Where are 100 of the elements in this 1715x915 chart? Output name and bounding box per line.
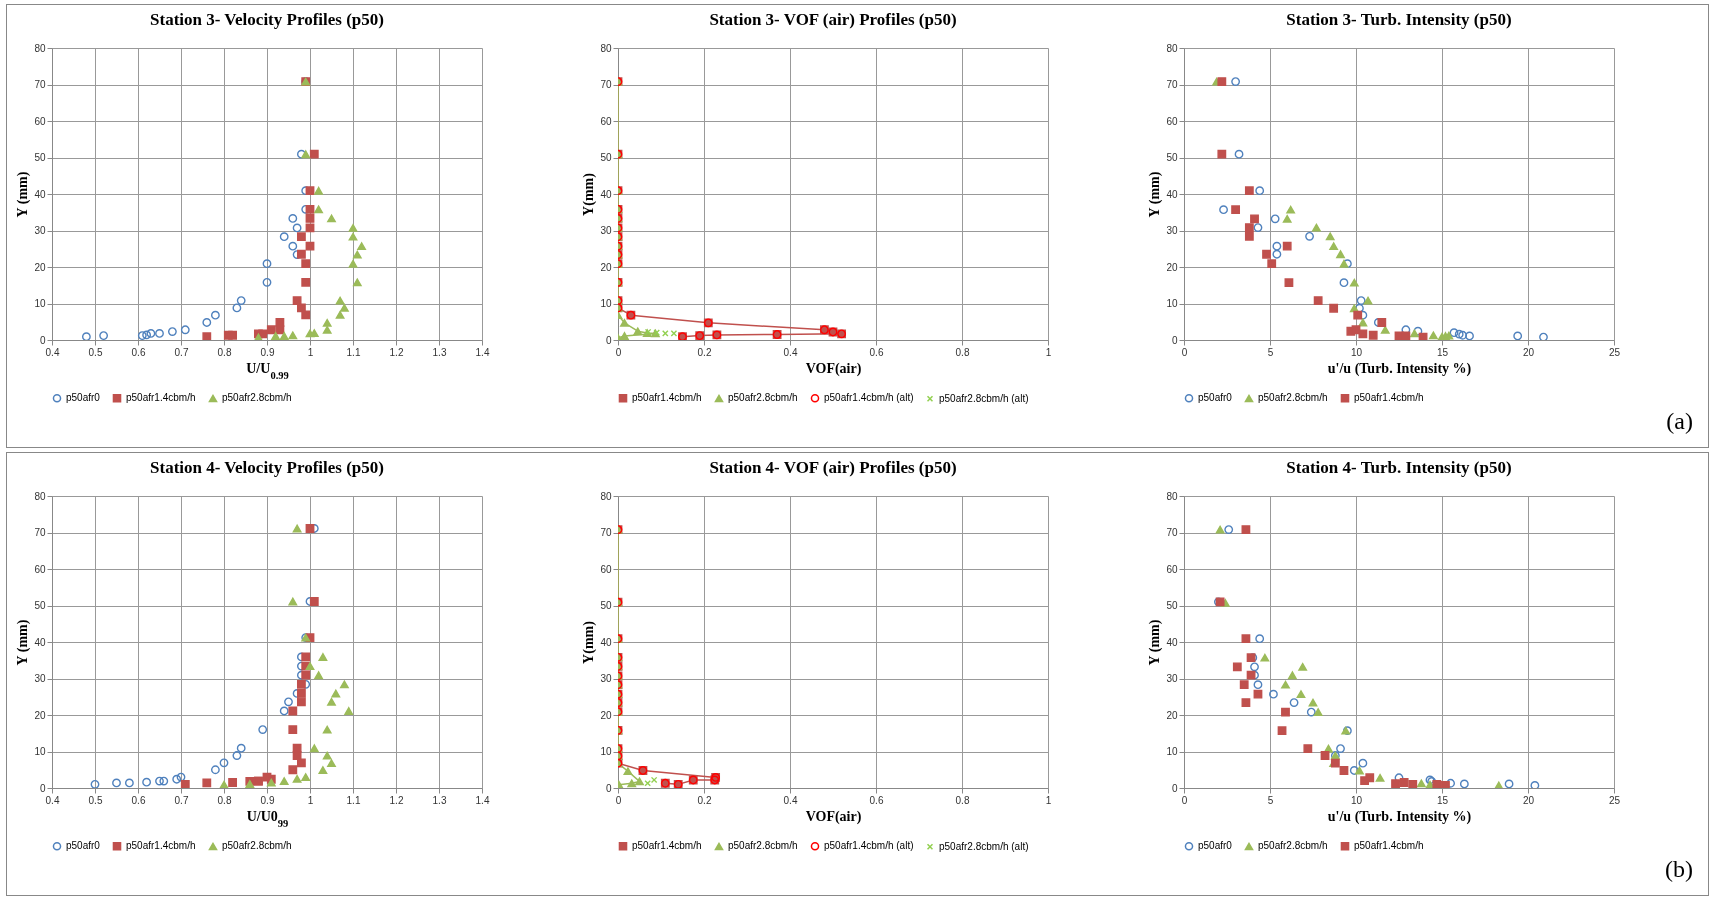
y-tick-label: 30 <box>600 673 612 684</box>
y-tick-label: 70 <box>600 527 612 538</box>
y-tick-label: 50 <box>1166 152 1178 163</box>
x-tick-label: 0.7 <box>174 794 189 806</box>
chart-title: Station 3- Turb. Intensity (p50) <box>1286 10 1512 29</box>
x-tick-label: 0.6 <box>869 346 884 358</box>
x-tick-label: 1 <box>307 346 314 358</box>
x-tick-label: 0.9 <box>260 346 275 358</box>
x-tick-label: 5 <box>1267 794 1274 806</box>
y-axis-title: Y (mm) <box>15 171 32 218</box>
legend-label: p50afr2.8cbm/h <box>1258 840 1328 852</box>
y-tick-label: 50 <box>34 600 46 611</box>
y-tick-label: 0 <box>605 782 612 794</box>
x-tick-label: 0.5 <box>88 794 103 806</box>
y-tick-label: 0 <box>1171 782 1178 794</box>
y-tick-label: 0 <box>39 334 46 346</box>
x-axis-title: VOF(air) <box>805 360 862 377</box>
x-tick-label: 0.8 <box>955 346 970 358</box>
x-tick-label: 0.9 <box>260 794 275 806</box>
x-tick-label: 0 <box>615 794 622 806</box>
legend-label: p50afr1.4cbm/h <box>1354 392 1424 404</box>
y-tick-label: 80 <box>1166 490 1178 502</box>
y-axis-title: Y(mm) <box>581 620 598 664</box>
y-tick-label: 20 <box>600 261 612 273</box>
y-tick-label: 0 <box>1171 334 1178 346</box>
y-tick-label: 30 <box>1166 225 1178 236</box>
y-tick-label: 10 <box>34 298 46 309</box>
x-axis-title: u'/u (Turb. Intensity %) <box>1327 808 1472 825</box>
x-tick-label: 1.1 <box>346 794 361 806</box>
legend-label: p50afr2.8cbm/h (alt) <box>939 392 1029 404</box>
x-tick-label: 1.3 <box>432 794 447 806</box>
x-tick-label: 25 <box>1608 794 1621 806</box>
y-axis-title: Y (mm) <box>1147 171 1164 218</box>
x-tick-label: 25 <box>1608 346 1621 358</box>
x-tick-label: 1.2 <box>389 346 404 358</box>
y-tick-label: 40 <box>600 636 612 648</box>
y-tick-label: 20 <box>34 709 46 721</box>
x-tick-label: 15 <box>1436 346 1449 358</box>
x-tick-label: 0.6 <box>131 346 146 358</box>
x-tick-label: 0.4 <box>45 794 60 806</box>
text: (a) <box>1666 408 1693 435</box>
legend-label: p50afr1.4cbm/h (alt) <box>824 840 914 852</box>
legend-label: p50afr1.4cbm/h <box>1354 840 1424 852</box>
y-tick-label: 0 <box>39 782 46 794</box>
y-tick-label: 40 <box>600 188 612 200</box>
x-tick-label: 0.8 <box>955 794 970 806</box>
x-tick-label: 1.4 <box>475 346 490 358</box>
x-tick-label: 0.6 <box>869 794 884 806</box>
y-tick-label: 60 <box>1166 563 1178 575</box>
y-tick-label: 60 <box>600 563 612 575</box>
legend-label: p50afr1.4cbm/h <box>126 392 196 404</box>
x-tick-label: 0.8 <box>217 346 232 358</box>
x-tick-label: 0 <box>1181 346 1188 358</box>
x-tick-label: 15 <box>1436 794 1449 806</box>
y-tick-label: 50 <box>34 152 46 163</box>
y-tick-label: 20 <box>1166 709 1178 721</box>
x-axis-title: VOF(air) <box>805 808 862 825</box>
y-tick-label: 40 <box>1166 188 1178 200</box>
y-tick-label: 10 <box>34 746 46 757</box>
legend-label: p50afr2.8cbm/h (alt) <box>939 840 1029 852</box>
legend-label: p50afr2.8cbm/h <box>1258 392 1328 404</box>
y-tick-label: 60 <box>34 563 46 575</box>
x-tick-label: 0.2 <box>697 794 712 806</box>
y-tick-label: 80 <box>1166 42 1178 54</box>
y-tick-label: 30 <box>34 225 46 236</box>
y-tick-label: 80 <box>600 490 612 502</box>
y-tick-label: 50 <box>1166 600 1178 611</box>
x-tick-label: 10 <box>1350 346 1363 358</box>
x-tick-label: 20 <box>1522 794 1535 806</box>
x-tick-label: 1.3 <box>432 346 447 358</box>
legend-label: p50afr1.4cbm/h <box>632 840 702 852</box>
chart-title: Station 3- Velocity Profiles (p50) <box>150 10 384 29</box>
legend-label: p50afr1.4cbm/h <box>126 840 196 852</box>
x-tick-label: 1.4 <box>475 794 490 806</box>
x-tick-label: 0.4 <box>45 346 60 358</box>
y-tick-label: 20 <box>600 709 612 721</box>
x-tick-label: 0 <box>1181 794 1188 806</box>
y-tick-label: 80 <box>34 42 46 54</box>
y-tick-label: 80 <box>600 42 612 54</box>
y-tick-label: 70 <box>1166 79 1178 90</box>
y-tick-label: 50 <box>600 600 612 611</box>
legend-label: p50afr0 <box>66 840 101 852</box>
y-tick-label: 30 <box>600 225 612 236</box>
legend-label: p50afr0 <box>1198 840 1233 852</box>
chart-title: Station 3- VOF (air) Profiles (p50) <box>709 10 957 29</box>
y-tick-label: 30 <box>34 673 46 684</box>
y-tick-label: 30 <box>1166 673 1178 684</box>
y-tick-label: 70 <box>34 79 46 90</box>
y-tick-label: 70 <box>600 79 612 90</box>
y-tick-label: 0 <box>605 334 612 346</box>
legend-label: p50afr1.4cbm/h (alt) <box>824 392 914 404</box>
y-tick-label: 80 <box>34 490 46 502</box>
chart-title: Station 4- VOF (air) Profiles (p50) <box>709 458 957 477</box>
y-tick-label: 20 <box>34 261 46 273</box>
x-tick-label: 0.8 <box>217 794 232 806</box>
x-tick-label: 1.2 <box>389 794 404 806</box>
y-tick-label: 50 <box>600 152 612 163</box>
x-tick-label: 1 <box>1045 346 1052 358</box>
legend-label: p50afr2.8cbm/h <box>728 840 798 852</box>
y-axis-title: Y (mm) <box>1147 619 1164 666</box>
